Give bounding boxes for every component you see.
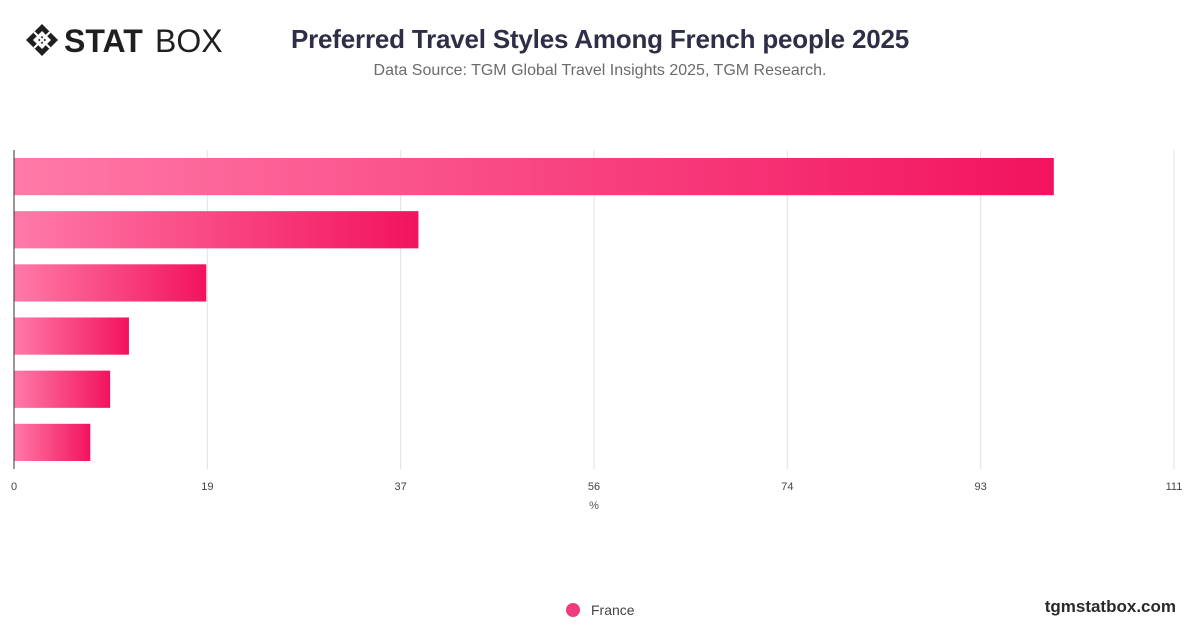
logo-text-light: BOX xyxy=(155,23,223,58)
grid-lines xyxy=(13,150,1175,469)
legend[interactable]: France xyxy=(566,602,635,618)
bar-4[interactable] xyxy=(14,317,129,355)
x-tick-label: 111 xyxy=(1166,481,1183,493)
bars xyxy=(14,157,1054,462)
bar-3[interactable] xyxy=(14,264,207,302)
x-tick-label: 93 xyxy=(975,481,987,493)
legend-dot-france xyxy=(566,603,580,617)
watermark: tgmstatbox.com xyxy=(1044,597,1176,616)
x-tick-label: 74 xyxy=(781,481,793,493)
x-axis-ticks: 0 19 37 56 74 93 111 xyxy=(11,481,1182,493)
legend-label-france: France xyxy=(591,602,635,618)
bar-6[interactable] xyxy=(14,423,91,462)
x-tick-label: 56 xyxy=(588,481,600,493)
statbox-logo: STAT BOX xyxy=(24,22,229,58)
bar-1[interactable] xyxy=(14,157,1054,196)
chart-title: Preferred Travel Styles Among French peo… xyxy=(290,24,910,54)
x-tick-label: 19 xyxy=(201,481,213,493)
bar-2[interactable] xyxy=(14,211,419,249)
logo-text-bold: STAT xyxy=(64,23,143,58)
x-tick-label: 0 xyxy=(11,481,17,493)
x-tick-label: 37 xyxy=(395,481,407,493)
bar-5[interactable] xyxy=(14,370,111,408)
chart-subtitle: Data Source: TGM Global Travel Insights … xyxy=(373,62,827,79)
x-axis-label: % xyxy=(589,500,599,512)
diamond-grid-icon: STAT BOX xyxy=(26,23,223,58)
